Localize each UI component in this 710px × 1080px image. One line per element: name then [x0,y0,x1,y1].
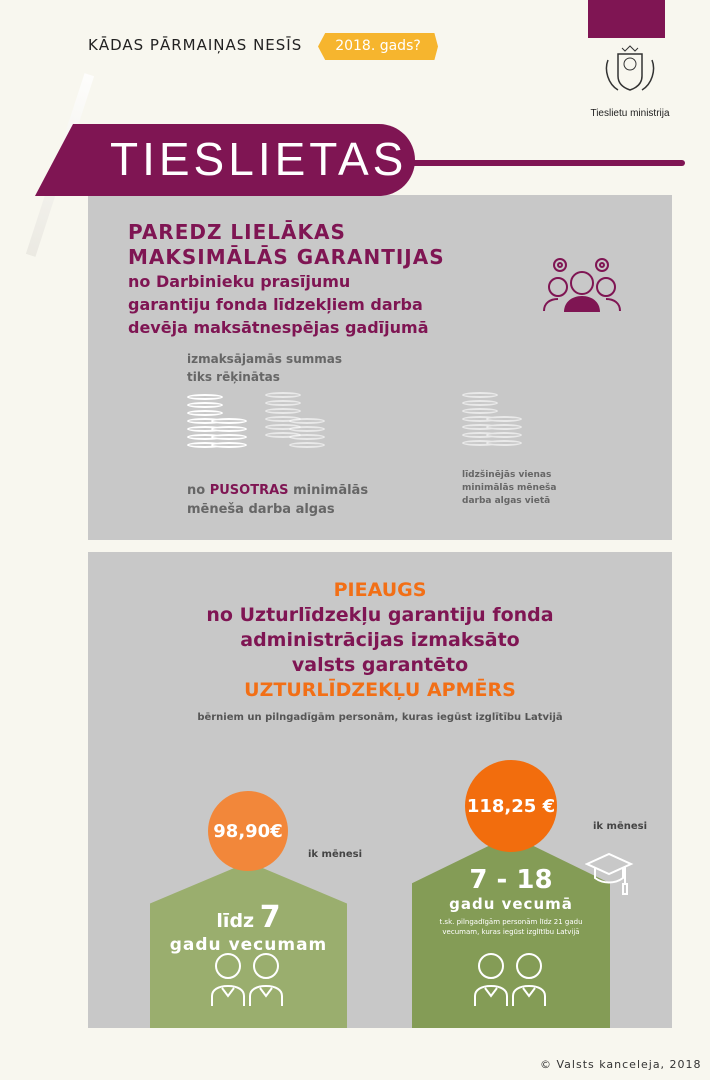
text: darba algas vietā [462,496,551,506]
headline-line: administrācijas izmaksāto [240,629,520,651]
coin-stack-icon [289,418,325,448]
banner [35,124,415,196]
section2-subtitle: bērniem un pilngadīgām personām, kuras i… [197,712,563,723]
text: no [187,483,206,498]
amount-circle: 118,25 € [465,760,557,852]
card-7-18: 7 - 18 gadu vecumā t.sk. pilngadīgām per… [412,835,610,1028]
age-label: gadu vecumam [169,935,328,955]
age-note: t.sk. pilngadīgām personām līdz 21 gadu … [439,918,583,936]
headline-line: no Uzturlīdzekļu garantiju fonda [206,604,554,626]
coin-stack-icon [211,418,247,448]
per-month: ik mēnesi [308,849,363,860]
subtitle-line: no Darbinieku prasījumu [128,272,351,291]
coins-previous [462,392,522,446]
headline-line: valsts garantēto [291,654,469,676]
year-tag: 2018. gads? [318,33,438,60]
text: mēneša darba algas [187,502,335,517]
highlight: PUSOTRAS [209,483,289,498]
coin-stack-icon [462,392,498,446]
highlight: UZTURLĪDZEKĻU APMĒRS [244,679,516,701]
children-icon [211,953,283,1006]
header-title: KĀDAS PĀRMAIŅAS NESĪS [88,36,303,54]
per-month: ik mēnesi [593,821,648,832]
team-icon [543,258,621,312]
ministry-logo: Tieslietu ministrija [585,40,675,119]
coat-of-arms-icon [605,45,655,91]
previous-basis: līdzšinējās vienas minimālās mēneša darb… [462,469,556,508]
text: līdzšinējās vienas [462,470,552,480]
banner-title: TIESLIETAS [110,133,408,185]
subtitle-line: garantiju fonda līdzekļiem darba [128,295,423,314]
amount-circle: 98,90€ [208,791,288,871]
calc-note: izmaksājamās summas tiks rēķinātas [187,350,342,386]
section2-headline: PIEAUGS no Uzturlīdzekļu garantiju fonda… [88,578,672,703]
age-number: 7 - 18 [469,865,553,895]
coin-stack-icon [265,392,301,438]
calc-line: izmaksājamās summas [187,352,342,366]
section1-subtitle: no Darbinieku prasījumu garantiju fonda … [128,270,429,339]
calc-line: tiks rēķinātas [187,370,280,384]
headline-line: PAREDZ LIELĀKAS [128,220,346,244]
top-accent [588,0,665,38]
banner-line [380,160,685,166]
section-wage-guarantees [88,195,672,540]
children-icon [474,953,546,1006]
headline-line: MAKSIMĀLĀS GARANTIJAS [128,245,445,269]
increase-label: PIEAUGS [333,579,427,601]
new-calc-basis: no PUSOTRAS minimālās mēneša darba algas [187,481,368,519]
graduation-cap-icon [585,852,634,895]
coin-stack-icon [486,416,522,446]
age-number: 7 [259,900,281,935]
text: minimālās mēneša [462,483,557,493]
age-label: gadu vecumā [449,895,573,913]
coins-new [187,392,325,448]
text: minimālās [293,483,369,498]
age-prefix: līdz [216,910,255,932]
card-under-7: līdz 7 gadu vecumam [150,862,347,1028]
copyright: © Valsts kanceleja, 2018 [540,1058,702,1071]
subtitle-line: devēja maksātnespējas gadījumā [128,318,429,337]
logo-caption: Tieslietu ministrija [590,108,670,119]
section1-headline: PAREDZ LIELĀKAS MAKSIMĀLĀS GARANTIJAS [128,220,445,270]
